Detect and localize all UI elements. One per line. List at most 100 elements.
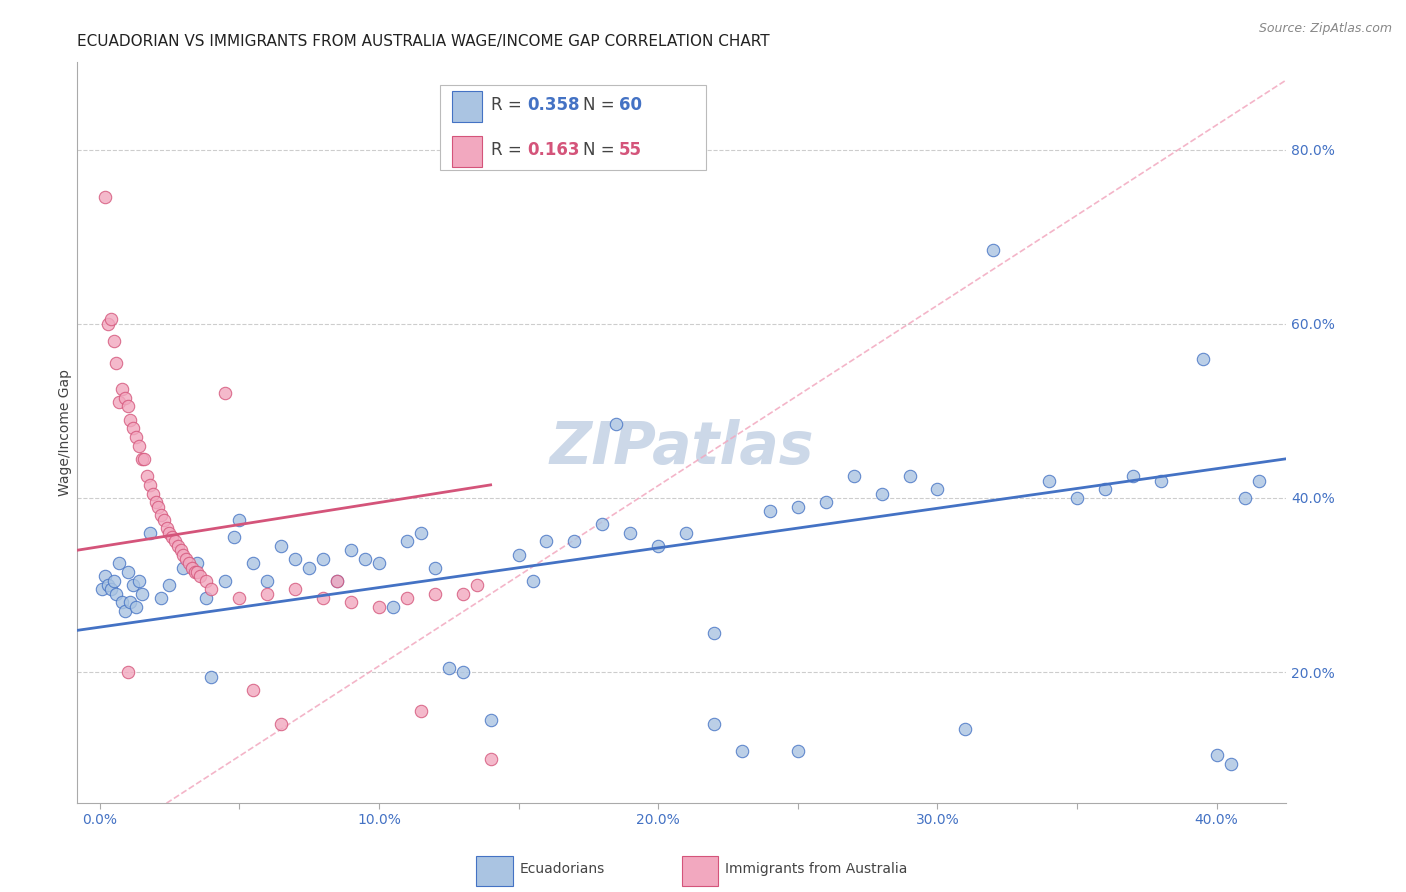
Point <box>150 591 173 606</box>
Point <box>368 599 391 614</box>
Point <box>1038 474 1060 488</box>
Point <box>97 317 120 331</box>
Point <box>409 525 432 540</box>
Point <box>128 574 150 588</box>
Point <box>870 486 893 500</box>
Point <box>200 582 222 597</box>
Point <box>180 560 202 574</box>
Point <box>117 665 139 680</box>
Point <box>94 569 117 583</box>
Point <box>326 574 349 588</box>
Point <box>1094 482 1116 496</box>
Point <box>284 552 307 566</box>
Text: N =: N = <box>582 95 620 113</box>
Point <box>368 556 391 570</box>
Point <box>162 530 184 544</box>
Point <box>94 190 117 204</box>
Point <box>1150 474 1173 488</box>
Text: 60: 60 <box>619 95 643 113</box>
Point <box>731 743 754 757</box>
Point <box>159 578 181 592</box>
Point <box>108 395 131 409</box>
Point <box>326 574 349 588</box>
Point <box>647 539 669 553</box>
Point <box>131 587 153 601</box>
Text: R =: R = <box>491 141 527 159</box>
Point <box>91 582 114 597</box>
Text: 0.163: 0.163 <box>527 141 579 159</box>
Text: Immigrants from Australia: Immigrants from Australia <box>725 863 908 877</box>
Point <box>270 539 292 553</box>
Point <box>228 591 250 606</box>
Point <box>169 543 191 558</box>
Point <box>1066 491 1088 505</box>
Point <box>117 565 139 579</box>
Point <box>214 574 236 588</box>
Point <box>100 582 122 597</box>
Point <box>1219 756 1241 771</box>
Point <box>122 578 145 592</box>
Point <box>194 591 217 606</box>
Point <box>312 591 335 606</box>
Point <box>479 752 502 766</box>
Point <box>340 543 363 558</box>
Point <box>103 334 125 348</box>
Point <box>111 595 134 609</box>
Point <box>842 469 865 483</box>
Point <box>451 665 474 680</box>
Point <box>139 525 162 540</box>
Point <box>536 534 558 549</box>
Point <box>242 556 264 570</box>
Point <box>1233 491 1256 505</box>
Point <box>927 482 949 496</box>
Point <box>120 595 142 609</box>
Point <box>409 704 432 718</box>
Point <box>955 722 977 736</box>
Point <box>214 386 236 401</box>
Point <box>703 717 725 731</box>
Point <box>97 578 120 592</box>
Text: N =: N = <box>582 141 620 159</box>
Point <box>340 595 363 609</box>
Point <box>786 743 808 757</box>
Point <box>128 439 150 453</box>
Point <box>256 587 278 601</box>
Point <box>564 534 586 549</box>
Point <box>167 539 190 553</box>
Text: Ecuadorians: Ecuadorians <box>520 863 605 877</box>
Point <box>142 486 165 500</box>
Point <box>145 495 167 509</box>
Point <box>125 599 148 614</box>
Text: R =: R = <box>491 95 527 113</box>
Text: Source: ZipAtlas.com: Source: ZipAtlas.com <box>1258 22 1392 36</box>
Text: 0.358: 0.358 <box>527 95 579 113</box>
Point <box>298 560 321 574</box>
Point <box>270 717 292 731</box>
Text: ECUADORIAN VS IMMIGRANTS FROM AUSTRALIA WAGE/INCOME GAP CORRELATION CHART: ECUADORIAN VS IMMIGRANTS FROM AUSTRALIA … <box>77 34 770 49</box>
Bar <box>453 91 482 121</box>
Point <box>188 569 211 583</box>
Point <box>605 417 627 431</box>
Point <box>814 495 837 509</box>
Point <box>148 500 170 514</box>
Point <box>172 560 194 574</box>
Point <box>354 552 377 566</box>
Point <box>183 565 205 579</box>
Point <box>186 565 208 579</box>
Point <box>1247 474 1270 488</box>
Point <box>619 525 641 540</box>
Point <box>395 534 418 549</box>
Point <box>117 400 139 414</box>
Point <box>423 560 446 574</box>
Point <box>284 582 307 597</box>
Point <box>675 525 697 540</box>
Point <box>465 578 488 592</box>
Point <box>591 517 613 532</box>
Point <box>105 587 128 601</box>
Point <box>222 530 245 544</box>
Point <box>172 548 194 562</box>
Point <box>153 513 176 527</box>
Point <box>105 356 128 370</box>
Point <box>256 574 278 588</box>
Point <box>134 451 156 466</box>
